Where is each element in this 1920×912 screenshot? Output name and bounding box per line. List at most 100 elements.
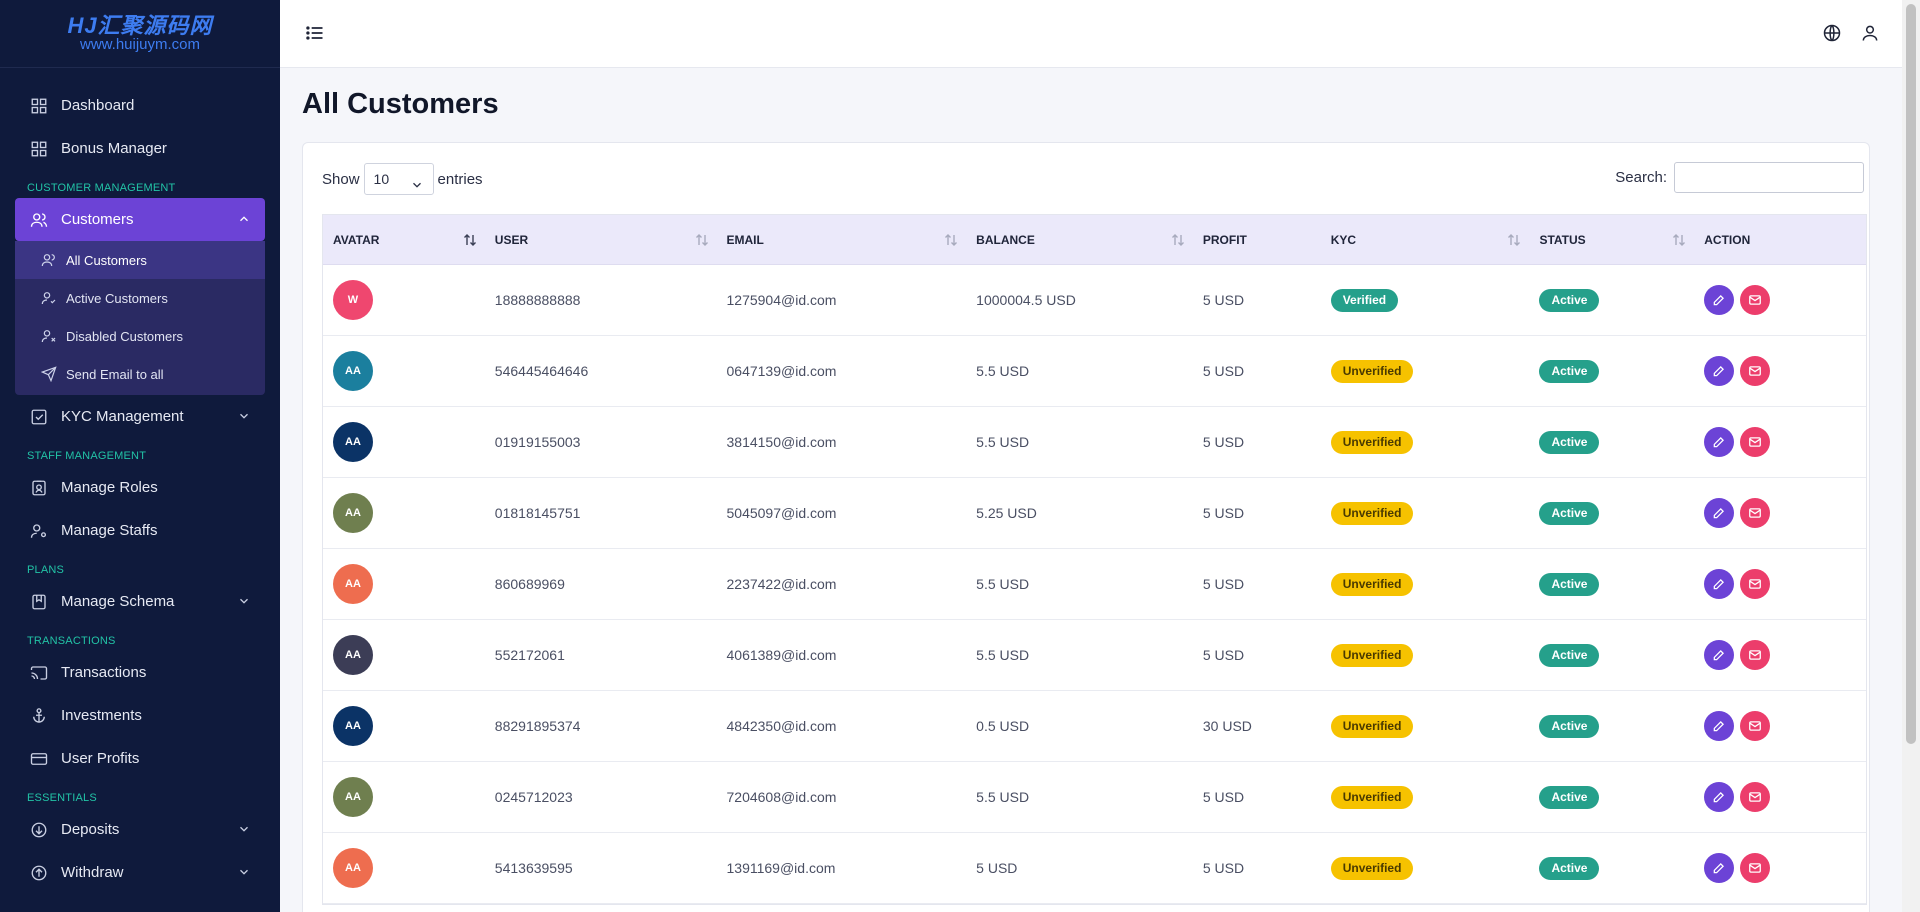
scrollbar-thumb[interactable] xyxy=(1906,4,1916,744)
row-actions xyxy=(1704,356,1866,386)
avatar-cell: AA xyxy=(323,351,485,391)
kyc-cell: Unverified xyxy=(1321,572,1530,596)
sort-icon[interactable] xyxy=(1171,232,1185,248)
sort-icon[interactable] xyxy=(695,232,709,248)
sidebar-item-customers[interactable]: Customers xyxy=(15,198,265,241)
table-row: AA 01919155003 3814150@id.com 5.5 USD 5 USD U… xyxy=(323,407,1866,478)
table-row: AA 546445464646 0647139@id.com 5.5 USD 5 USD… xyxy=(323,336,1866,407)
user-cell: 552172061 xyxy=(494,647,565,663)
sidebar-item-label: KYC Management xyxy=(61,408,184,425)
column-header-balance[interactable]: BALANCE xyxy=(966,215,1193,264)
sidebar-item-investments[interactable]: Investments xyxy=(15,694,265,737)
sidebar-item-dashboard[interactable]: Dashboard xyxy=(15,84,265,127)
sort-icon[interactable] xyxy=(1672,232,1686,248)
send-email-button[interactable] xyxy=(1740,427,1771,457)
status-cell: Active xyxy=(1529,785,1694,809)
cast-icon xyxy=(30,664,48,682)
logo[interactable]: HJ汇聚源码网 www.huijuym.com xyxy=(0,0,280,68)
sidebar-item-bonus-manager[interactable]: Bonus Manager xyxy=(15,127,265,170)
column-header-email[interactable]: EMAIL xyxy=(717,215,967,264)
table-row: AA 01818145751 5045097@id.com 5.25 USD 5 USD… xyxy=(323,478,1866,549)
edit-button[interactable] xyxy=(1704,285,1735,315)
menu-toggle-icon[interactable] xyxy=(304,23,326,43)
avatar: W xyxy=(333,280,373,320)
arrow-up-circle-icon xyxy=(30,864,48,882)
send-email-button[interactable] xyxy=(1740,711,1771,741)
mail-icon xyxy=(1749,792,1762,802)
avatar: AA xyxy=(333,493,373,533)
sidebar-subitem-disabled-customers[interactable]: Disabled Customers xyxy=(15,317,265,355)
chevron-down-icon xyxy=(410,172,424,188)
table-row: AA 88291895374 4842350@id.com 0.5 USD 30 USD… xyxy=(323,691,1866,762)
edit-button[interactable] xyxy=(1704,498,1735,528)
sidebar-subitem-send-email[interactable]: Send Email to all xyxy=(15,355,265,393)
user-icon[interactable] xyxy=(1860,23,1880,43)
status-cell: Active xyxy=(1529,643,1694,667)
column-header-label: USER xyxy=(494,232,529,247)
edit-button[interactable] xyxy=(1704,853,1735,883)
page-title: All Customers xyxy=(302,88,499,120)
mail-icon xyxy=(1749,863,1762,873)
send-email-button[interactable] xyxy=(1740,285,1771,315)
sidebar: HJ汇聚源码网 www.huijuym.com Dashboard Bonus … xyxy=(0,0,280,912)
sidebar-item-manage-roles[interactable]: Manage Roles xyxy=(15,466,265,509)
avatar: AA xyxy=(333,635,373,675)
mail-icon xyxy=(1749,295,1762,305)
column-header-label: AVATAR xyxy=(333,232,380,247)
column-header-status[interactable]: STATUS xyxy=(1529,215,1694,264)
sidebar-item-manage-schema[interactable]: Manage Schema xyxy=(15,580,265,623)
status-badge: Active xyxy=(1539,501,1600,525)
globe-icon[interactable] xyxy=(1822,23,1842,43)
pencil-icon xyxy=(1713,579,1725,590)
mail-icon xyxy=(1749,508,1762,518)
sort-icon[interactable] xyxy=(944,232,958,248)
pencil-icon xyxy=(1713,863,1725,874)
search-input[interactable] xyxy=(1674,162,1864,193)
sidebar-item-withdraw[interactable]: Withdraw xyxy=(15,851,265,894)
logo-main: HJ汇聚源码网 xyxy=(67,12,213,38)
sidebar-item-deposits[interactable]: Deposits xyxy=(15,808,265,851)
kyc-badge: Unverified xyxy=(1330,643,1414,667)
grid-icon xyxy=(30,140,48,158)
balance-cell: 5 USD xyxy=(976,860,1018,876)
id-badge-icon xyxy=(30,479,48,497)
sidebar-subitem-active-customers[interactable]: Active Customers xyxy=(15,279,265,317)
sidebar-subitem-all-customers[interactable]: All Customers xyxy=(15,241,265,279)
entries-select[interactable]: 10 xyxy=(363,163,434,195)
kyc-badge: Unverified xyxy=(1330,572,1414,596)
column-header-action[interactable]: ACTION xyxy=(1694,215,1866,264)
avatar: AA xyxy=(333,706,373,746)
edit-button[interactable] xyxy=(1704,569,1735,599)
edit-button[interactable] xyxy=(1704,782,1735,812)
sidebar-item-manage-staffs[interactable]: Manage Staffs xyxy=(15,509,265,552)
sidebar-item-transactions[interactable]: Transactions xyxy=(15,651,265,694)
send-email-button[interactable] xyxy=(1740,356,1771,386)
send-email-button[interactable] xyxy=(1740,569,1771,599)
arrow-down-circle-icon xyxy=(30,821,48,839)
sidebar-item-user-profits[interactable]: User Profits xyxy=(15,737,265,780)
edit-button[interactable] xyxy=(1704,427,1735,457)
send-email-button[interactable] xyxy=(1740,498,1771,528)
column-header-label: BALANCE xyxy=(976,232,1035,247)
page-scrollbar[interactable] xyxy=(1902,0,1920,912)
sort-icon[interactable] xyxy=(463,232,477,248)
edit-button[interactable] xyxy=(1704,711,1735,741)
kyc-cell: Unverified xyxy=(1321,856,1530,880)
send-email-button[interactable] xyxy=(1740,853,1771,883)
edit-button[interactable] xyxy=(1704,356,1735,386)
column-header-user[interactable]: USER xyxy=(485,215,717,264)
send-email-button[interactable] xyxy=(1740,782,1771,812)
column-header-avatar[interactable]: AVATAR xyxy=(323,215,485,264)
sidebar-item-kyc-management[interactable]: KYC Management xyxy=(15,395,265,438)
column-header-profit[interactable]: PROFIT xyxy=(1193,215,1321,264)
column-header-kyc[interactable]: KYC xyxy=(1321,215,1530,264)
sort-icon[interactable] xyxy=(1507,232,1521,248)
avatar: AA xyxy=(333,351,373,391)
send-email-button[interactable] xyxy=(1740,640,1771,670)
edit-button[interactable] xyxy=(1704,640,1735,670)
email-cell: 1391169@id.com xyxy=(726,860,836,876)
user-cell: 860689969 xyxy=(494,576,565,592)
action-cell xyxy=(1694,498,1866,528)
status-badge: Active xyxy=(1539,785,1600,809)
action-cell xyxy=(1694,782,1866,812)
